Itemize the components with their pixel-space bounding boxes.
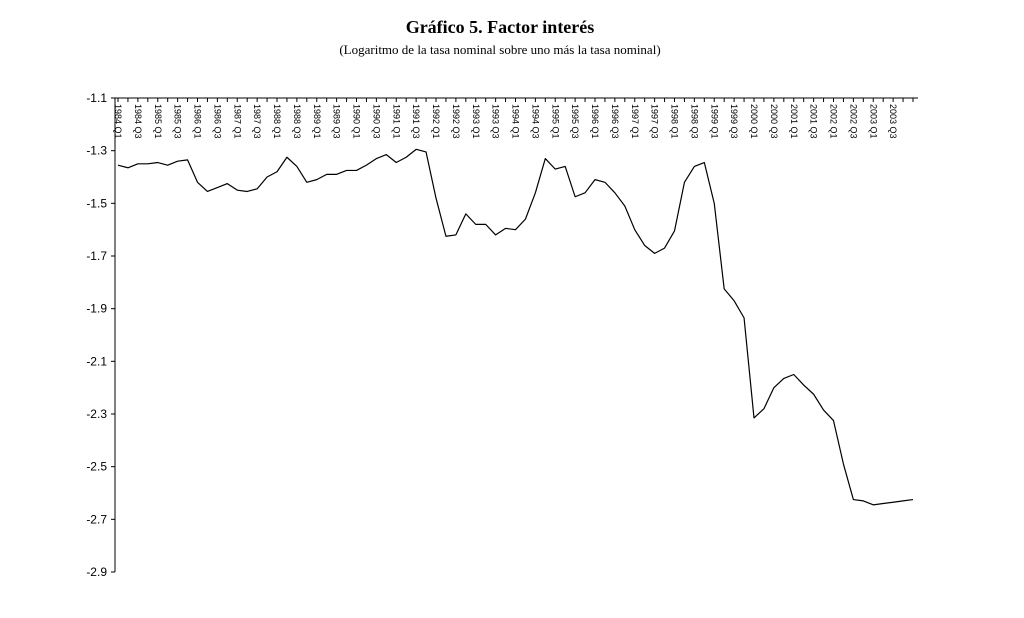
y-tick-label: -2.7 — [86, 512, 107, 526]
y-axis-ticks: -1.1 -1.3 -1.5 -1.7 -1.9 -2.1 -2.3 -2.5 -2.7 -2.9 — [86, 91, 115, 579]
x-tick-label: 1985 Q3 — [173, 104, 183, 139]
x-tick-label: 1987 Q3 — [252, 104, 262, 139]
x-tick-label: 1999 Q1 — [709, 104, 719, 139]
y-tick-label: -2.5 — [86, 460, 107, 474]
chart-subtitle: (Logaritmo de la tasa nominal sobre uno … — [339, 42, 661, 57]
x-tick-label: 1993 Q1 — [471, 104, 481, 139]
x-axis-ticks: 1984 Q1 1984 Q3 1985 Q1 1985 Q3 1986 Q1 1986 … — [113, 98, 914, 139]
y-tick-label: -1.9 — [86, 302, 107, 316]
x-tick-label: 1988 Q3 — [292, 104, 302, 139]
y-tick-label: -2.1 — [86, 354, 107, 368]
chart-title: Gráfico 5. Factor interés — [405, 17, 595, 37]
x-tick-label: 1989 Q3 — [332, 104, 342, 139]
x-tick-label: 1985 Q1 — [153, 104, 163, 139]
y-tick-label: -1.1 — [86, 91, 107, 105]
y-tick-label: -1.5 — [86, 196, 107, 210]
y-tick-label: -1.7 — [86, 249, 107, 263]
x-tick-label: 1998 Q1 — [670, 104, 680, 139]
x-tick-label: 1988 Q1 — [272, 104, 282, 139]
x-tick-label: 2003 Q1 — [868, 104, 878, 139]
x-tick-label: 2002 Q1 — [829, 104, 839, 139]
x-tick-label: 1995 Q1 — [550, 104, 560, 139]
x-tick-label: 1995 Q3 — [570, 104, 580, 139]
x-tick-label: 1998 Q3 — [689, 104, 699, 139]
x-tick-label: 2000 Q1 — [749, 104, 759, 139]
x-tick-label: 1986 Q3 — [212, 104, 222, 139]
x-tick-label: 1993 Q3 — [491, 104, 501, 139]
x-tick-label: 1992 Q1 — [431, 104, 441, 139]
x-tick-label: 1996 Q3 — [610, 104, 620, 139]
y-tick-label: -2.3 — [86, 407, 107, 421]
x-tick-label: 1991 Q3 — [411, 104, 421, 139]
x-tick-label: 1997 Q3 — [650, 104, 660, 139]
x-tick-label: 2000 Q3 — [769, 104, 779, 139]
x-tick-label: 1984 Q3 — [133, 104, 143, 139]
x-tick-label: 2002 Q3 — [848, 104, 858, 139]
x-tick-label: 1999 Q3 — [729, 104, 739, 139]
x-tick-label: 1987 Q1 — [232, 104, 242, 139]
x-tick-label: 1994 Q3 — [530, 104, 540, 139]
x-tick-label: 2003 Q3 — [888, 104, 898, 139]
x-tick-label: 1994 Q1 — [511, 104, 521, 139]
x-tick-label: 1986 Q1 — [193, 104, 203, 139]
y-tick-label: -2.9 — [86, 565, 107, 579]
x-tick-label: 1990 Q3 — [371, 104, 381, 139]
y-tick-label: -1.3 — [86, 144, 107, 158]
x-tick-label: 1990 Q1 — [352, 104, 362, 139]
x-tick-label: 1984 Q1 — [113, 104, 123, 139]
x-tick-label: 2001 Q1 — [789, 104, 799, 139]
x-tick-label: 1996 Q1 — [590, 104, 600, 139]
x-tick-label: 2001 Q3 — [809, 104, 819, 139]
x-tick-label: 1989 Q1 — [312, 104, 322, 139]
x-tick-label: 1997 Q1 — [630, 104, 640, 139]
x-tick-label: 1992 Q3 — [451, 104, 461, 139]
series-line — [117, 148, 914, 506]
x-tick-label: 1991 Q1 — [391, 104, 401, 139]
